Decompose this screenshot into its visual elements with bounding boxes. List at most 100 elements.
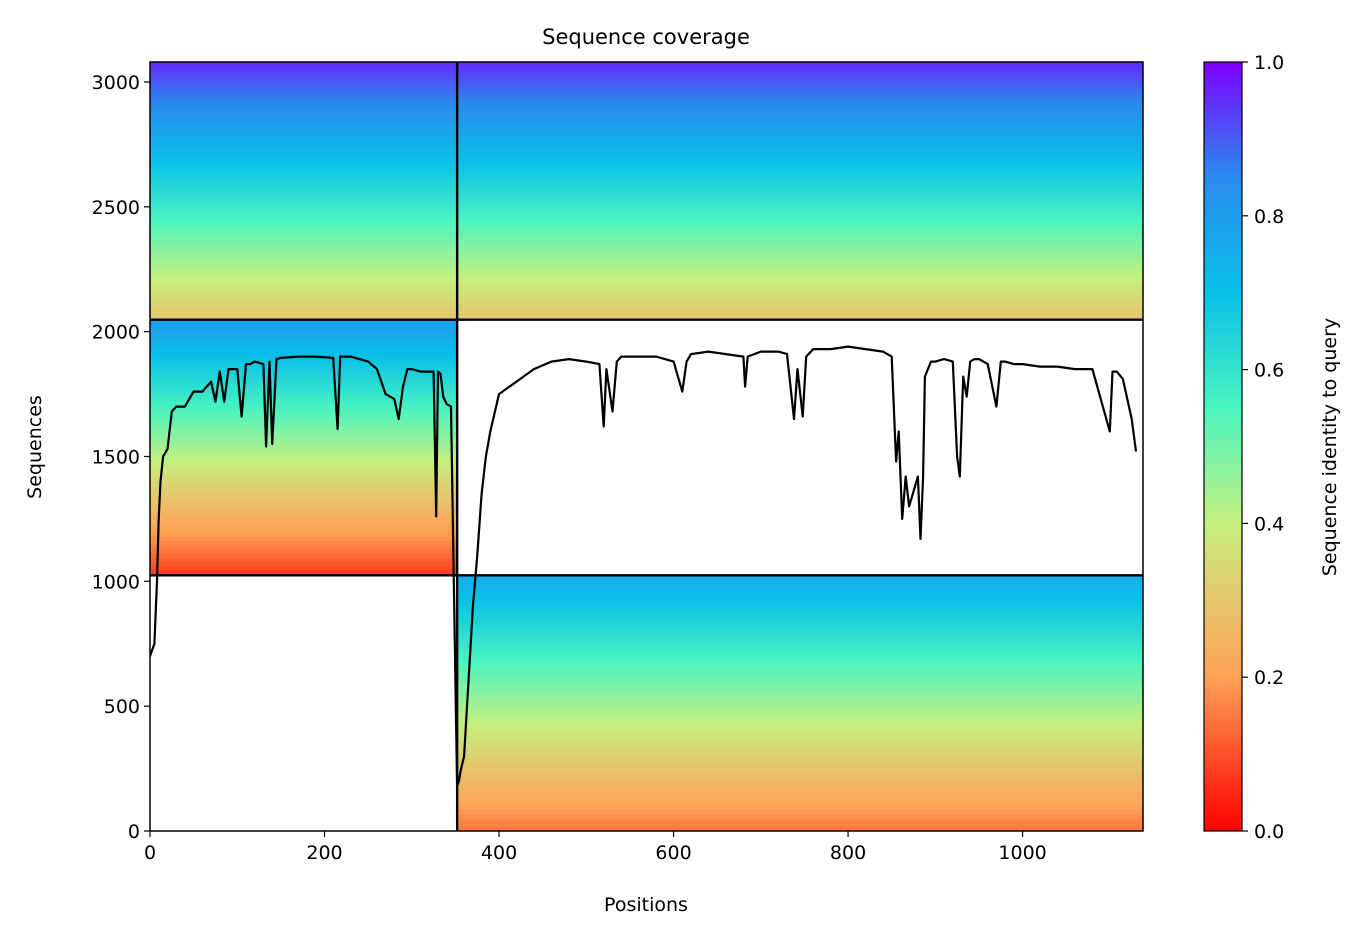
heatmap-band [457, 220, 1143, 226]
heatmap-band [150, 379, 458, 385]
block-chain-A-rows [150, 319, 458, 576]
x-tick-label: 200 [306, 842, 342, 864]
heatmap-band [150, 156, 458, 162]
heatmap-band [457, 66, 1143, 72]
heatmap-band [457, 143, 1143, 149]
heatmap-band [150, 494, 458, 500]
heatmap-band [150, 147, 458, 153]
heatmap-band [150, 460, 458, 466]
block-chain-B-paired [457, 62, 1143, 321]
heatmap-band [457, 801, 1143, 807]
heatmap-band [457, 724, 1143, 730]
heatmap-band [150, 511, 458, 517]
heatmap-band [150, 306, 458, 312]
heatmap-band [150, 281, 458, 286]
heatmap-band [457, 647, 1143, 653]
heatmap-band [150, 315, 458, 321]
heatmap-band [150, 532, 458, 538]
heatmap-band [457, 664, 1143, 670]
heatmap-band [457, 229, 1143, 235]
heatmap-band [457, 771, 1143, 777]
heatmap-band [150, 558, 458, 564]
y-axis-ticks: 0 500 1000 1500 2000 2500 3000 [92, 72, 150, 843]
heatmap-band [150, 383, 458, 389]
chain-dividers [150, 62, 1143, 831]
coverage-heatmap [150, 62, 1143, 831]
heatmap-band [457, 669, 1143, 674]
heatmap-band [150, 349, 458, 355]
heatmap-band [150, 549, 458, 555]
heatmap-band [150, 83, 458, 89]
heatmap-band [150, 100, 458, 106]
heatmap-band [150, 182, 458, 188]
heatmap-band [457, 160, 1143, 166]
heatmap-band [150, 109, 458, 115]
heatmap-band [457, 613, 1143, 619]
heatmap-band [150, 541, 458, 547]
heatmap-band [457, 70, 1143, 76]
heatmap-band [150, 477, 458, 483]
heatmap-band [150, 208, 458, 213]
heatmap-band [150, 362, 458, 368]
heatmap-band [150, 92, 458, 97]
heatmap-band [150, 203, 458, 209]
heatmap-band [150, 225, 458, 231]
heatmap-band [457, 720, 1143, 726]
heatmap-band [150, 358, 458, 363]
heatmap-band [457, 630, 1143, 636]
heatmap-band [150, 507, 458, 513]
heatmap-band [457, 767, 1143, 772]
heatmap-band [457, 707, 1143, 713]
heatmap-band [457, 289, 1143, 295]
heatmap-band [150, 345, 458, 351]
heatmap-band [150, 285, 458, 291]
heatmap-band [150, 216, 458, 222]
heatmap-band [150, 456, 458, 461]
heatmap-band [457, 622, 1143, 628]
heatmap-band [457, 246, 1143, 252]
heatmap-band [150, 186, 458, 192]
heatmap-band [457, 758, 1143, 764]
heatmap-band [150, 173, 458, 179]
heatmap-band [150, 400, 458, 406]
heatmap-band [457, 285, 1143, 291]
heatmap-band [457, 268, 1143, 274]
heatmap-band [457, 272, 1143, 278]
heatmap-band [150, 113, 458, 119]
colorbar-gradient [1203, 61, 1243, 832]
heatmap-band [150, 250, 458, 256]
colorbar: 0.0 0.2 0.4 0.6 0.8 1.0 Sequence identity to … [1203, 52, 1341, 843]
heatmap-band [457, 298, 1143, 304]
heatmap-band [457, 741, 1143, 747]
heatmap-band [457, 728, 1143, 734]
heatmap-band [457, 83, 1143, 89]
coverage-line-layer [150, 345, 1138, 788]
heatmap-band [150, 242, 458, 248]
heatmap-band [457, 152, 1143, 158]
heatmap-band [457, 156, 1143, 162]
heatmap-band [150, 152, 458, 158]
heatmap-band [457, 822, 1143, 828]
heatmap-band [150, 498, 458, 504]
colorbar-ticks: 0.0 0.2 0.4 0.6 0.8 1.0 [1242, 52, 1284, 843]
heatmap-band [457, 62, 1143, 67]
heatmap-band [150, 417, 458, 423]
heatmap-band [457, 792, 1143, 798]
heatmap-band [150, 451, 458, 457]
heatmap-band [150, 276, 458, 282]
heatmap-band [457, 122, 1143, 128]
heatmap-band [150, 524, 458, 530]
heatmap-band [457, 169, 1143, 175]
heatmap-band [457, 809, 1143, 815]
heatmap-band [150, 311, 458, 316]
heatmap-band [457, 818, 1143, 824]
heatmap-band [457, 639, 1143, 645]
heatmap-band [457, 634, 1143, 640]
heatmap-band [457, 600, 1143, 606]
heatmap-band [150, 177, 458, 183]
heatmap-band [150, 562, 458, 568]
heatmap-band [150, 392, 458, 397]
heatmap-band [150, 70, 458, 76]
heatmap-band [457, 673, 1143, 679]
heatmap-band [457, 805, 1143, 811]
